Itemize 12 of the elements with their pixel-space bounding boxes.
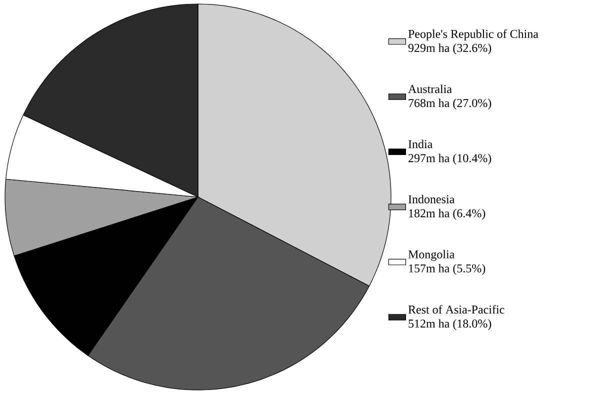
legend-label: India (408, 140, 432, 148)
data-label: 512m ha (18.0%) (408, 319, 492, 330)
data-label: 297m ha (10.4%) (408, 154, 492, 165)
legend-label: Indonesia (408, 194, 454, 204)
data-label: 182m ha (6.4%) (409, 208, 486, 220)
data-label: 157m ha (5.5%) (409, 264, 486, 275)
legend-label: People's Republic of China (408, 29, 538, 40)
legend-label: Australia (408, 84, 452, 94)
data-label: 768m ha (27.0%) (408, 98, 492, 110)
data-label: 929m ha (32.6%) (408, 44, 492, 54)
legend-label: Rest of Asia-Pacific (408, 305, 504, 314)
legend-label: Mongolia (408, 250, 454, 261)
